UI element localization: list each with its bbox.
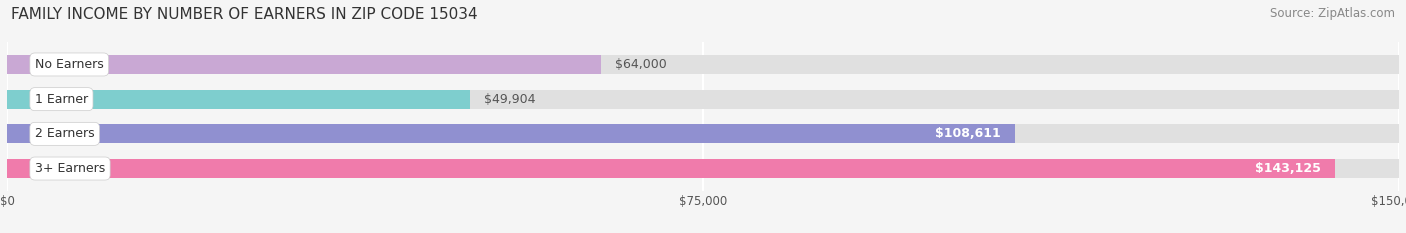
- Bar: [7, 90, 1399, 109]
- Bar: [7, 55, 1399, 74]
- Text: 1 Earner: 1 Earner: [35, 93, 89, 106]
- Text: FAMILY INCOME BY NUMBER OF EARNERS IN ZIP CODE 15034: FAMILY INCOME BY NUMBER OF EARNERS IN ZI…: [11, 7, 478, 22]
- Text: 2 Earners: 2 Earners: [35, 127, 94, 140]
- Text: Source: ZipAtlas.com: Source: ZipAtlas.com: [1270, 7, 1395, 20]
- Text: No Earners: No Earners: [35, 58, 104, 71]
- Text: $49,904: $49,904: [484, 93, 536, 106]
- Text: $64,000: $64,000: [614, 58, 666, 71]
- Bar: [7, 159, 1336, 178]
- Bar: [7, 90, 470, 109]
- Bar: [7, 159, 1399, 178]
- Text: $143,125: $143,125: [1256, 162, 1322, 175]
- Bar: [7, 124, 1015, 143]
- Text: 3+ Earners: 3+ Earners: [35, 162, 105, 175]
- Bar: [7, 55, 600, 74]
- Bar: [7, 124, 1399, 143]
- Text: $108,611: $108,611: [935, 127, 1001, 140]
